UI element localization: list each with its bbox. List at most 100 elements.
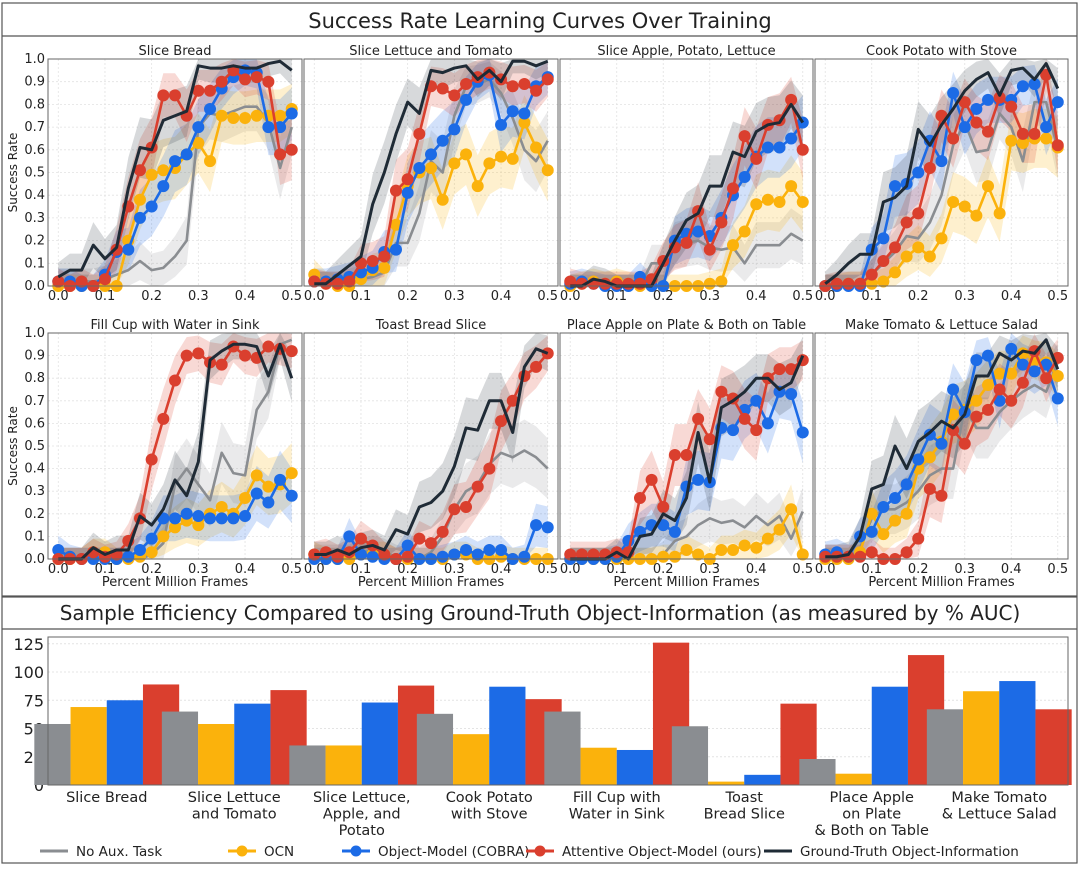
point-attentive: [935, 489, 948, 502]
point-attentive: [738, 130, 751, 143]
x-tick-label: 0.2: [141, 562, 162, 577]
y-tick-label: 0.4: [24, 188, 45, 203]
point-ocn: [145, 168, 158, 181]
point-cobra: [495, 543, 508, 556]
axes-frame: [303, 58, 559, 287]
point-attentive: [587, 548, 600, 561]
point-ocn: [727, 543, 740, 556]
point-ocn: [1051, 369, 1064, 382]
x-tick-label: 0.1: [95, 289, 116, 304]
learning-curves-frame: [1, 2, 1078, 597]
point-ocn: [877, 275, 890, 288]
point-cobra: [947, 87, 960, 100]
x-tick-label: 0.0: [48, 562, 69, 577]
point-attentive: [1016, 127, 1029, 140]
x-tick-label: 0.4: [491, 562, 512, 577]
point-cobra: [1028, 77, 1041, 90]
point-cobra: [796, 426, 809, 439]
point-ocn: [239, 491, 252, 504]
point-attentive: [343, 546, 356, 559]
point-attentive: [842, 277, 855, 290]
point-attentive: [680, 236, 693, 249]
point-ocn: [215, 109, 228, 122]
point-attentive: [448, 503, 461, 516]
point-cobra: [1016, 80, 1029, 93]
point-attentive: [366, 255, 379, 268]
point-cobra: [145, 200, 158, 213]
point-attentive: [436, 82, 449, 95]
point-attentive: [354, 532, 367, 545]
point-ocn: [227, 112, 240, 125]
point-ocn: [912, 241, 925, 254]
point-attentive: [947, 132, 960, 145]
point-attentive: [993, 383, 1006, 396]
panel-3: Slice Apple, Potato, Lettuce 0.0 0.1 0.2 0.3…: [559, 44, 814, 304]
y-tick-label: 0.8: [24, 371, 45, 386]
point-cobra: [227, 512, 240, 525]
category-label: Bread Slice: [704, 807, 785, 823]
point-ocn: [750, 541, 763, 554]
point-cobra: [530, 519, 543, 532]
point-ocn: [947, 408, 960, 421]
bar-no_aux: [799, 759, 836, 785]
point-ocn: [145, 546, 158, 559]
x-tick-label: 0.0: [815, 562, 836, 577]
point-attentive: [865, 268, 878, 281]
bar-ocn: [708, 781, 745, 785]
point-ocn: [680, 543, 693, 556]
point-cobra: [460, 93, 473, 106]
panel-8: Make Tomato & Lettuce Salad 0.0 0.1 0.2 0.3 0…: [814, 318, 1069, 590]
point-attentive: [900, 216, 913, 229]
point-cobra: [401, 186, 414, 199]
panel-1: Slice Bread 0.0 0.1 0.2 0.3 0.4 0.5 0.0 0.1 0.2 0.…: [6, 44, 303, 304]
band-ocn: [314, 95, 548, 287]
point-attentive: [541, 73, 554, 86]
category-label: Slice Bread: [66, 790, 147, 806]
x-axis-label: Percent Million Frames: [102, 575, 249, 590]
point-attentive: [1028, 127, 1041, 140]
band-ocn: [570, 155, 803, 286]
category-label: Potato: [339, 823, 385, 839]
legend-marker-ocn: [236, 845, 248, 857]
point-attentive: [785, 93, 798, 106]
y-tick-label: 0.3: [24, 211, 45, 226]
point-attentive: [425, 537, 437, 550]
point-attentive: [912, 532, 925, 545]
point-attentive: [575, 548, 588, 561]
point-ocn: [761, 532, 774, 545]
point-attentive: [912, 207, 925, 220]
y-tick-label: 0.6: [24, 416, 45, 431]
x-tick-label: 0.5: [281, 562, 302, 577]
point-attentive: [982, 403, 995, 416]
axes-frame: [559, 58, 814, 287]
point-ocn: [715, 543, 728, 556]
point-cobra: [923, 428, 936, 441]
axes-frame: [559, 332, 814, 560]
x-tick-label: 0.5: [792, 562, 813, 577]
point-cobra: [180, 148, 193, 161]
point-cobra: [970, 102, 983, 115]
point-cobra: [262, 121, 275, 134]
panel-6: Toast Bread Slice 0.0 0.1 0.2 0.3 0.4 0.5 Perce…: [303, 318, 559, 590]
category-label: & Lettuce Salad: [942, 807, 1057, 823]
point-attentive: [564, 275, 577, 288]
point-attentive: [830, 277, 843, 290]
point-attentive: [923, 482, 936, 495]
point-cobra: [239, 510, 252, 523]
point-cobra: [1040, 121, 1053, 134]
learning-curves-title: Success Rate Learning Curves Over Traini…: [308, 9, 772, 33]
x-tick-label: 0.1: [606, 562, 627, 577]
x-tick-label: 0.2: [397, 289, 418, 304]
bar-no_aux: [34, 723, 71, 785]
point-attentive: [250, 71, 263, 84]
point-attentive: [157, 412, 170, 425]
point-attentive: [506, 80, 519, 93]
point-attentive: [982, 125, 995, 138]
panel-title: Slice Bread: [139, 44, 212, 59]
x-tick-label: 0.0: [48, 289, 69, 304]
panel-title: Cook Potato with Stove: [866, 44, 1017, 59]
point-attentive: [715, 216, 728, 229]
category-label: Toast: [725, 790, 764, 806]
point-cobra: [761, 141, 774, 154]
